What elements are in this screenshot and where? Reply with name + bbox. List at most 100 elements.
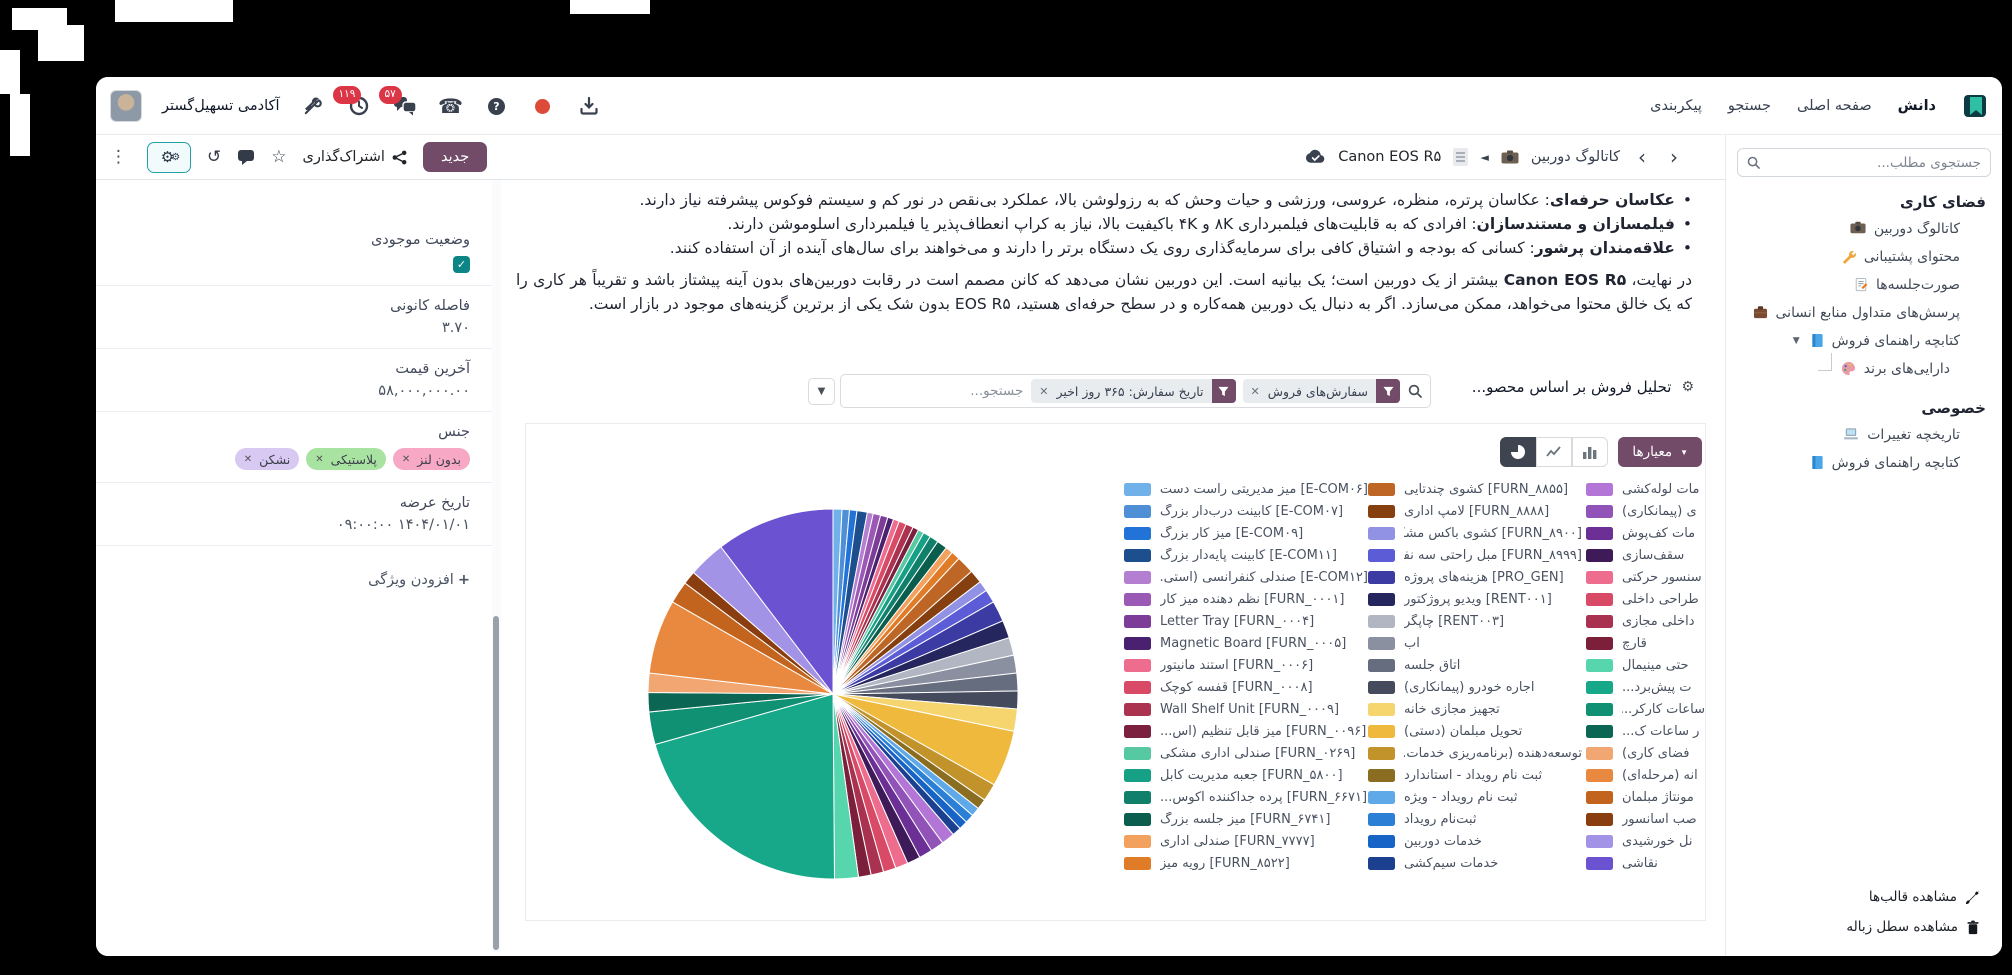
legend-item[interactable]: [RENT۰۰۱] ویدیو پروژکتور <box>1368 588 1582 610</box>
legend-item[interactable]: [FURN_۰۰۹۶] میز قابل تنظیم (اس... <box>1124 720 1368 742</box>
avatar[interactable] <box>110 90 142 122</box>
user-company-label[interactable]: آکادمی تسهیل‌گستر <box>162 98 280 114</box>
legend-item[interactable]: حتی مینیمال <box>1586 654 1705 676</box>
stock-checkbox[interactable]: ✓ <box>453 256 470 273</box>
legend-item[interactable]: [FURN_۰۲۶۹] صندلی اداری مشکی <box>1124 742 1368 764</box>
add-property-button[interactable]: +افزودن ویژگی <box>368 572 470 588</box>
scrollbar-thumb[interactable] <box>493 616 499 950</box>
main-scrollbar[interactable] <box>492 180 501 952</box>
legend-item[interactable]: [FURN_۵۸۰۰] جعبه مدیریت کابل <box>1124 764 1368 786</box>
next-page-icon[interactable]: › <box>1670 145 1678 169</box>
legend-item[interactable]: طراحی داخلی <box>1586 588 1705 610</box>
collapse-view-button[interactable]: ▼ <box>808 378 835 405</box>
legend-item[interactable]: صب آسانسور <box>1586 808 1705 830</box>
pie-chart[interactable] <box>643 504 1023 884</box>
expand-caret-icon[interactable]: ▼ <box>1792 336 1800 346</box>
material-tag[interactable]: نشکن ✕ <box>234 448 300 470</box>
sidebar-article-item[interactable]: کتابچه راهنمای فروش ▼ <box>1792 333 1960 349</box>
sidebar-article-item[interactable]: تاریخچه تغییرات <box>1734 421 1986 449</box>
legend-item[interactable]: ثبت نام رویداد - ویژه <box>1368 786 1582 808</box>
legend-item[interactable]: [FURN_۰۰۰۱] نظم دهنده میز کار <box>1124 588 1368 610</box>
legend-item[interactable]: [E-COM۰۷] کابینت درب‌دار بزرگ <box>1124 500 1368 522</box>
legend-item[interactable]: توسعه‌دهنده (برنامه‌ریزی خدمات... <box>1368 742 1582 764</box>
legend-item[interactable]: ساعات کارکر... <box>1586 698 1705 720</box>
favorite-star-icon[interactable]: ☆ <box>271 147 287 167</box>
legend-item[interactable]: Magnetic Board [FURN_۰۰۰۵] <box>1124 632 1368 654</box>
remove-filter-icon[interactable]: ✕ <box>1039 384 1049 398</box>
view-settings-gear-icon[interactable]: ⚙ <box>1681 379 1694 395</box>
properties-toggle-button[interactable]: ⚙ ⚙ <box>147 141 191 173</box>
legend-item[interactable]: [FURN_۰۰۰۸] قفسه کوچک <box>1124 676 1368 698</box>
filter-facet[interactable]: سفارش‌های فروش ✕ <box>1242 379 1400 403</box>
legend-item[interactable]: اجاره خودرو (پیمانکاری) <box>1368 676 1582 698</box>
prop-focal-value[interactable]: ۳.۷۰ <box>442 320 470 336</box>
help-icon[interactable]: ? <box>484 93 510 119</box>
activities-clock-icon[interactable]: ۱۱۹ <box>332 86 372 119</box>
legend-item[interactable]: ثبت‌نام رویداد <box>1368 808 1582 830</box>
legend-item[interactable]: خدمات دوربین <box>1368 830 1582 852</box>
legend-item[interactable]: داخلی مجازی <box>1586 610 1705 632</box>
share-button[interactable]: اشتراک‌گذاری <box>303 149 407 165</box>
legend-item[interactable]: فضای کاری) <box>1586 742 1705 764</box>
legend-item[interactable]: تحویل مبلمان (دستی) <box>1368 720 1582 742</box>
legend-item[interactable]: [FURN_۸۵۲۲] رویه میز <box>1124 852 1368 874</box>
legend-item[interactable]: ثبت نام رویداد - استاندارد <box>1368 764 1582 786</box>
measures-button[interactable]: معیارها ▼ <box>1618 437 1702 467</box>
legend-item[interactable]: [FURN_۸۸۸۸] لامپ اداری <box>1368 500 1582 522</box>
download-icon[interactable] <box>576 93 602 119</box>
new-button[interactable]: جدید <box>422 142 488 172</box>
legend-item[interactable]: آب <box>1368 632 1582 654</box>
menu-home[interactable]: صفحه اصلی <box>1797 98 1872 114</box>
legend-item[interactable]: مات کف‌پوش <box>1586 522 1705 544</box>
chatter-icon[interactable] <box>237 149 255 165</box>
legend-item[interactable]: [RENT۰۰۳] چاپگر <box>1368 610 1582 632</box>
legend-item[interactable]: [FURN_۷۷۷۷] صندلی اداری <box>1124 830 1368 852</box>
prop-price-value[interactable]: ۵۸,۰۰۰,۰۰۰.۰۰ <box>378 383 470 399</box>
material-tag[interactable]: پلاستیکی ✕ <box>306 448 386 470</box>
prop-release-value[interactable]: ۱۴۰۴/۰۱/۰۱ ۰۹:۰۰:۰۰ <box>336 517 470 533</box>
legend-item[interactable]: انه (مرحله‌ای) <box>1586 764 1705 786</box>
legend-item[interactable]: [FURN_۶۶۷۱] پرده جداکننده آکوس... <box>1124 786 1368 808</box>
legend-item[interactable]: مونتاژ مبلمان <box>1586 786 1705 808</box>
sidebar-article-item[interactable]: محتوای پشتیبانی <box>1734 243 1986 271</box>
history-icon[interactable]: ↺ <box>207 147 222 167</box>
legend-item[interactable]: نل خورشیدی <box>1586 830 1705 852</box>
remove-tag-icon[interactable]: ✕ <box>401 453 411 465</box>
pie-slice[interactable] <box>720 508 834 696</box>
legend-item[interactable]: ی (پیمانکاری) <box>1586 500 1705 522</box>
sidebar-article-item[interactable]: کاتالوگ دوربین <box>1734 215 1986 243</box>
messages-icon[interactable]: ۵۷ <box>378 86 418 119</box>
sidebar-article-item[interactable]: دارایی‌های برند <box>1734 353 1986 383</box>
legend-item[interactable]: [PRO_GEN] هزینه‌های پروژه <box>1368 566 1582 588</box>
legend-item[interactable]: [FURN_۸۹۹۹] مبل راحتی سه نفره <box>1368 544 1582 566</box>
bar-chart-view-button[interactable] <box>1572 437 1609 467</box>
remove-tag-icon[interactable]: ✕ <box>315 453 324 465</box>
view-trash-link[interactable]: مشاهده سطل زباله <box>1846 912 1980 942</box>
menu-search[interactable]: جستجو <box>1727 98 1772 114</box>
view-templates-link[interactable]: مشاهده قالب‌ها <box>1846 882 1980 912</box>
legend-item[interactable]: نقاشی <box>1586 852 1705 874</box>
sidebar-search-input[interactable]: جستجوی مطلب... <box>1737 148 1991 177</box>
legend-item[interactable]: تجهیز مجازی خانه <box>1368 698 1582 720</box>
pie-slice[interactable] <box>654 693 836 880</box>
legend-item[interactable]: [FURN_۸۸۵۵] کشوی چندتایی <box>1368 478 1582 500</box>
phone-icon[interactable]: ☎ <box>438 94 463 118</box>
legend-item[interactable]: Wall Shelf Unit [FURN_۰۰۰۹] <box>1124 698 1368 720</box>
legend-item[interactable]: خدمات سیم‌کشی <box>1368 852 1582 874</box>
view-search-input[interactable]: سفارش‌های فروش ✕ تاریخ سفارش: ۳۶۵ روز اخیر… <box>840 374 1431 408</box>
kebab-menu-icon[interactable]: ⋮ <box>110 147 127 167</box>
menu-app-knowledge[interactable]: دانش <box>1897 98 1936 114</box>
filter-facet[interactable]: تاریخ سفارش: ۳۶۵ روز اخیر ✕ <box>1031 379 1236 403</box>
legend-item[interactable]: مات لوله‌کشی <box>1586 478 1705 500</box>
legend-item[interactable]: سنسور حرکتی <box>1586 566 1705 588</box>
legend-item[interactable]: [E-COM۱۱] کابینت پایه‌دار بزرگ <box>1124 544 1368 566</box>
legend-item[interactable]: ر ساعات ک... <box>1586 720 1705 742</box>
legend-item[interactable]: [FURN_۰۰۰۶] استند مانیتور <box>1124 654 1368 676</box>
recording-indicator-icon[interactable] <box>530 93 556 119</box>
sidebar-article-item[interactable]: صورت‌جلسه‌ها <box>1734 271 1986 299</box>
legend-item[interactable]: [E-COM۰۶] میز مدیریتی راست دست <box>1124 478 1368 500</box>
legend-item[interactable]: Letter Tray [FURN_۰۰۰۴] <box>1124 610 1368 632</box>
material-tag[interactable]: بدون لنز ✕ <box>392 448 470 470</box>
pie-chart-view-button[interactable] <box>1500 437 1537 467</box>
legend-item[interactable]: [FURN_۸۹۰۰] کشوی باکس مشکی <box>1368 522 1582 544</box>
